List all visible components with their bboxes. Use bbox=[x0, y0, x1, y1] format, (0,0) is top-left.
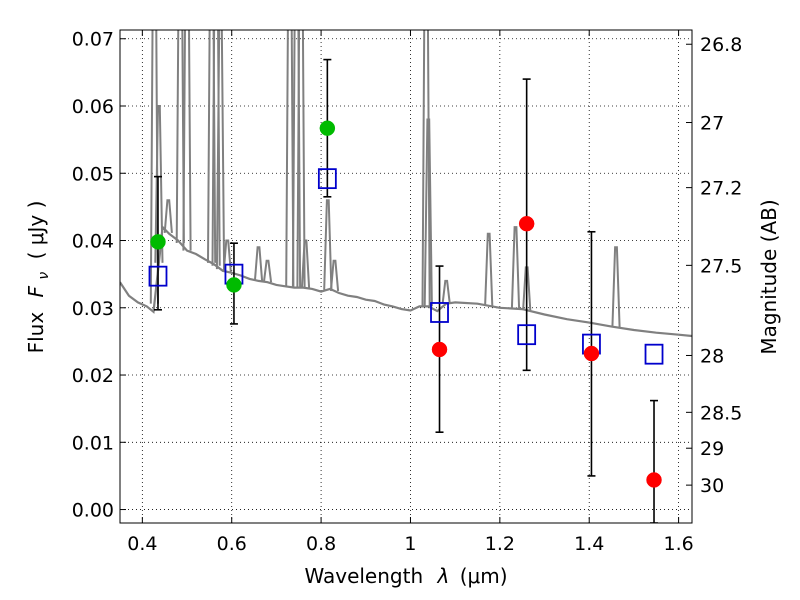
y-axis-unit: ( μJy ) bbox=[24, 201, 48, 260]
grid-lines bbox=[120, 30, 692, 523]
y2-tick-label: 29 bbox=[700, 438, 724, 460]
model-photometry-square bbox=[430, 302, 449, 323]
y2-tick-label: 30 bbox=[700, 475, 724, 497]
y2-tick-label: 27.2 bbox=[700, 178, 742, 200]
model-photometry-square bbox=[644, 343, 664, 365]
spectrum-emission-line bbox=[323, 199, 333, 290]
y-axis-symbol: F bbox=[24, 285, 48, 297]
flux-data-point bbox=[518, 215, 535, 232]
y2-tick-label: 26.8 bbox=[700, 34, 742, 56]
spectrum-emission-line bbox=[175, 30, 185, 244]
y-tick-label: 0.04 bbox=[72, 231, 114, 253]
spectrum-emission-line bbox=[296, 30, 306, 288]
spectrum-emission-line bbox=[423, 118, 433, 307]
spectrum-emission-line bbox=[441, 279, 451, 304]
spectrum-emission-line bbox=[182, 30, 192, 251]
spectrum-emission-line bbox=[253, 246, 264, 281]
y2-tick-label: 28.5 bbox=[700, 402, 742, 424]
spectrum-emission-line bbox=[329, 259, 340, 292]
spectrum-line bbox=[120, 224, 692, 338]
x-axis-title: Wavelength λ (μm) bbox=[304, 564, 507, 588]
flux-data-point bbox=[150, 234, 166, 250]
plot-frame bbox=[119, 29, 693, 524]
model-photometry-square bbox=[148, 265, 168, 287]
x-axis-unit: (μm) bbox=[460, 564, 508, 588]
y-axis-label: Flux bbox=[24, 312, 48, 354]
spectrum-emission-line bbox=[215, 30, 226, 270]
x-tick-label: 1.4 bbox=[574, 533, 604, 555]
y2-axis-title: Magnitude (AB) bbox=[757, 199, 781, 354]
y2-tick-label: 28 bbox=[700, 345, 724, 367]
spectrum-emission-line bbox=[510, 226, 521, 309]
spectrum-emission-line bbox=[163, 199, 173, 233]
model-photometry-square bbox=[517, 324, 537, 346]
y-tick-label: 0.02 bbox=[72, 365, 114, 387]
flux-data-point bbox=[226, 277, 242, 293]
axis-ticks: 0.4 0.6 0.8 1 1.2 1.4 1.6 0.00 0.01 0.02 0.03 0.04 0… bbox=[72, 29, 743, 555]
spectrum-emission-line bbox=[285, 30, 295, 287]
y-axis-title: Flux F ν ( μJy ) bbox=[24, 201, 53, 354]
spectrum-emission-line bbox=[154, 105, 164, 263]
flux-data-point bbox=[319, 120, 336, 136]
y2-tick-label: 27 bbox=[700, 113, 724, 135]
x-axis-symbol: λ bbox=[437, 564, 450, 588]
x-tick-label: 1 bbox=[404, 533, 416, 555]
model-photometry-square bbox=[317, 168, 337, 190]
x-tick-label: 1.6 bbox=[663, 533, 693, 555]
spectrum-emission-line bbox=[611, 246, 621, 328]
x-tick-label: 0.8 bbox=[306, 533, 336, 555]
x-tick-label: 1.2 bbox=[485, 533, 515, 555]
y2-tick-label: 27.5 bbox=[700, 255, 742, 277]
spectrum-emission-line bbox=[484, 232, 494, 306]
flux-data-point bbox=[431, 341, 448, 358]
y-tick-label: 0.05 bbox=[72, 163, 114, 185]
spectrum-emission-line bbox=[262, 259, 273, 283]
model-spectrum bbox=[120, 30, 692, 338]
spectrum-emission-line bbox=[149, 30, 159, 304]
spectrum-emission-line bbox=[222, 239, 232, 272]
y-tick-label: 0.07 bbox=[72, 29, 114, 51]
x-tick-label: 0.6 bbox=[217, 533, 247, 555]
data-points bbox=[148, 58, 664, 523]
y-tick-label: 0.03 bbox=[72, 298, 114, 320]
y-tick-label: 0.00 bbox=[72, 500, 114, 522]
y-tick-label: 0.01 bbox=[72, 432, 114, 454]
spectrum-emission-line bbox=[300, 239, 311, 288]
spectrum-emission-line bbox=[421, 30, 431, 307]
x-axis-label: Wavelength bbox=[304, 564, 423, 588]
y-axis-subscript: ν bbox=[36, 272, 52, 280]
y-tick-label: 0.06 bbox=[72, 96, 114, 118]
flux-data-point bbox=[583, 345, 600, 362]
flux-data-point bbox=[646, 472, 662, 488]
x-tick-label: 0.4 bbox=[127, 533, 157, 555]
